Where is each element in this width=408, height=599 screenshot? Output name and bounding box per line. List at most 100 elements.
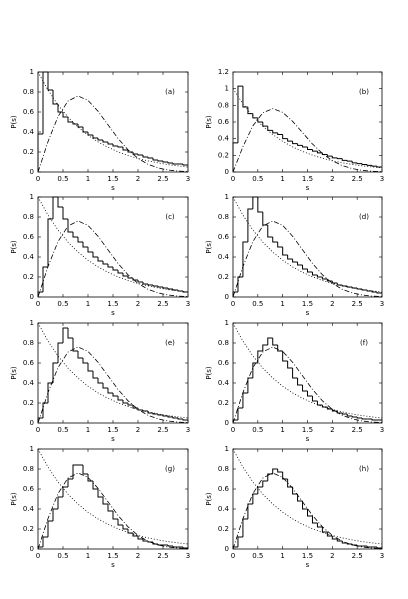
histogram-step xyxy=(297,378,303,386)
y-tick-label: 1 xyxy=(30,193,34,201)
y-tick-label: 0 xyxy=(225,168,229,176)
histogram-step xyxy=(307,147,313,150)
y-tick-label: 1.2 xyxy=(218,68,229,76)
histogram-step xyxy=(346,160,353,162)
histogram-step xyxy=(371,291,378,293)
plot-frame xyxy=(232,448,383,550)
histogram-step xyxy=(172,546,178,548)
x-tick-label: 0.5 xyxy=(252,300,263,308)
y-tick-label: 0.2 xyxy=(218,151,229,159)
histogram-step xyxy=(62,486,68,497)
histogram-step xyxy=(361,289,368,291)
histogram-step xyxy=(292,487,298,495)
histogram-step xyxy=(252,196,258,209)
histogram-step xyxy=(127,150,133,153)
y-tick-label: 0 xyxy=(225,293,229,301)
histogram-step xyxy=(57,496,63,509)
x-tick-label: 3 xyxy=(380,175,384,183)
panel-label: (b) xyxy=(359,88,369,96)
histogram-step xyxy=(341,285,348,287)
histogram-step xyxy=(237,536,243,547)
histogram-step xyxy=(102,497,108,505)
histogram-step xyxy=(67,328,73,339)
x-axis-label: s xyxy=(111,435,115,443)
histogram-step xyxy=(117,270,123,274)
histogram-step xyxy=(292,368,298,379)
histogram-step xyxy=(252,113,258,119)
histogram-step xyxy=(257,197,263,213)
panel-label: (e) xyxy=(165,339,175,347)
histogram-step xyxy=(92,135,98,139)
histogram-step xyxy=(277,132,283,135)
histogram-step xyxy=(361,163,368,165)
histogram-step xyxy=(371,165,378,167)
histogram-step xyxy=(316,523,323,528)
histogram-step xyxy=(152,158,158,161)
panel-label: (h) xyxy=(359,465,369,473)
x-tick-label: 0 xyxy=(36,552,40,560)
histogram-step xyxy=(252,362,258,378)
histogram-step xyxy=(82,127,88,133)
histogram-step xyxy=(282,134,288,140)
histogram-step xyxy=(162,415,168,417)
histogram-step xyxy=(307,269,313,273)
histogram-step xyxy=(117,519,123,526)
y-tick-label: 0 xyxy=(30,419,34,427)
model-curve xyxy=(37,346,189,424)
histogram-step xyxy=(321,405,328,408)
x-tick-label: 0 xyxy=(231,300,235,308)
y-tick-label: 0.2 xyxy=(23,399,34,407)
histogram-step xyxy=(376,547,382,549)
histogram-step xyxy=(107,264,113,268)
model-curve xyxy=(232,220,383,298)
plot-frame xyxy=(232,322,383,424)
histogram-step xyxy=(326,154,333,157)
histogram-step xyxy=(311,396,318,402)
y-tick-label: 0.6 xyxy=(23,485,35,493)
histogram-step xyxy=(137,536,143,540)
histogram-step xyxy=(267,126,273,131)
histogram-step xyxy=(42,536,48,547)
x-tick-label: 1 xyxy=(86,300,90,308)
histogram-step xyxy=(262,480,268,487)
x-tick-label: 2 xyxy=(136,552,140,560)
histogram-step xyxy=(331,156,338,159)
y-tick-label: 1 xyxy=(225,319,229,327)
y-tick-label: 0.8 xyxy=(23,88,34,96)
y-tick-label: 0.8 xyxy=(218,101,229,109)
histogram-step xyxy=(242,86,248,108)
histogram-step xyxy=(107,504,113,512)
y-axis-label: P(s) xyxy=(10,492,18,506)
histogram-step xyxy=(351,161,358,164)
histogram-step xyxy=(37,133,43,172)
histogram-step xyxy=(247,503,253,519)
histogram-step xyxy=(267,337,273,345)
histogram-step xyxy=(356,417,363,419)
x-tick-label: 1 xyxy=(280,300,284,308)
histogram-step xyxy=(351,287,358,289)
histogram-step xyxy=(282,247,288,256)
x-tick-label: 2 xyxy=(330,552,334,560)
histogram-step xyxy=(351,544,358,546)
y-tick-label: 0.4 xyxy=(218,253,230,261)
histogram-step xyxy=(67,219,73,233)
y-tick-label: 1 xyxy=(225,445,229,453)
histogram-step xyxy=(232,142,238,172)
y-tick-label: 0 xyxy=(30,545,34,553)
y-axis-label: P(s) xyxy=(205,115,213,129)
x-tick-label: 1 xyxy=(86,175,90,183)
y-tick-label: 0.6 xyxy=(23,233,35,241)
y-tick-label: 0.6 xyxy=(218,233,230,241)
histogram-step xyxy=(287,479,293,488)
y-axis-label: P(s) xyxy=(205,366,213,380)
y-tick-label: 0.2 xyxy=(218,525,229,533)
histogram-step xyxy=(157,160,163,162)
histogram-step xyxy=(52,196,58,219)
y-tick-label: 0.4 xyxy=(218,505,230,513)
histogram-step xyxy=(247,377,253,393)
x-tick-label: 0 xyxy=(231,175,235,183)
histogram-step xyxy=(366,164,373,166)
y-tick-label: 0.8 xyxy=(218,339,229,347)
